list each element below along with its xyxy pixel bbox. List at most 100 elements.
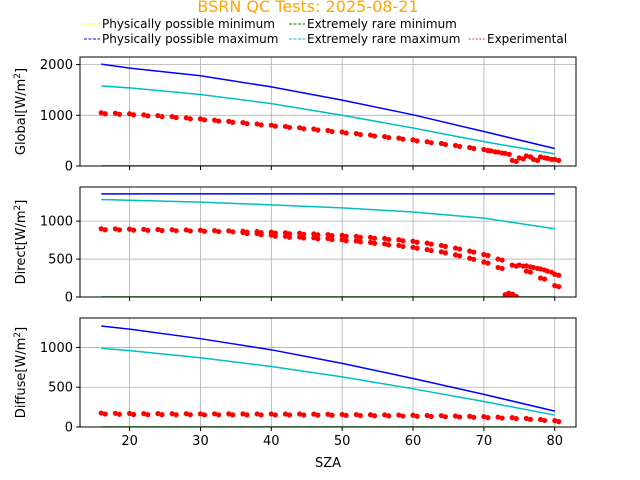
- global-point: [386, 134, 392, 141]
- global-point: [230, 119, 236, 125]
- diffuse-point: [197, 411, 204, 417]
- diffuse-point: [452, 413, 459, 419]
- global-point: [357, 131, 363, 138]
- direct-point: [169, 227, 175, 233]
- direct-point: [127, 226, 133, 232]
- direct-point: [424, 240, 430, 246]
- y-tick-label-diffuse-0: 0: [65, 421, 73, 436]
- diffuse-point: [311, 411, 317, 417]
- diffuse-point: [286, 412, 293, 418]
- global-point: [471, 145, 477, 152]
- global-point: [506, 151, 512, 157]
- y-tick-label-global-2000: 2000: [40, 58, 73, 73]
- direct-point: [527, 269, 534, 275]
- global-point: [410, 137, 416, 143]
- y-axis-label-diffuse: Diffuse[W/m2]: [13, 327, 29, 418]
- series-group-global: [98, 63, 562, 166]
- diffuse-point: [400, 413, 406, 419]
- diffuse-point: [357, 412, 363, 419]
- direct-point: [197, 227, 204, 233]
- direct-point: [230, 229, 236, 235]
- diffuse-point: [240, 411, 246, 417]
- global-point: [382, 133, 388, 140]
- series-group-direct: [98, 193, 562, 297]
- global-point: [240, 120, 246, 126]
- global-point: [371, 133, 378, 139]
- global-point: [159, 113, 165, 120]
- direct-point: [339, 232, 345, 238]
- direct-point: [353, 233, 359, 239]
- global-point: [201, 117, 208, 123]
- direct-point: [400, 243, 406, 250]
- diffuse-point: [131, 411, 137, 418]
- diffuse-point: [301, 412, 307, 418]
- global-point: [509, 157, 515, 164]
- diffuse-point: [343, 412, 349, 419]
- diffuse-point: [112, 410, 119, 416]
- global-point: [495, 149, 501, 155]
- direct-point: [414, 245, 420, 251]
- global-point: [112, 110, 119, 116]
- direct-point: [329, 232, 335, 239]
- global-point: [456, 143, 463, 150]
- global-point: [502, 150, 508, 156]
- direct-point: [254, 231, 260, 237]
- direct-point: [343, 233, 349, 239]
- direct-point: [495, 264, 501, 271]
- diffuse-point: [272, 412, 278, 418]
- direct-point: [183, 227, 189, 233]
- y-tick-label-direct-1000: 1000: [40, 215, 73, 230]
- global-point: [272, 123, 278, 129]
- global-point: [268, 122, 274, 128]
- direct-point: [244, 230, 250, 237]
- direct-point: [187, 228, 193, 234]
- x-tick-label-20: 20: [121, 434, 138, 449]
- diffuse-point: [471, 414, 477, 420]
- global-point: [329, 128, 335, 135]
- diffuse-point: [396, 412, 402, 418]
- direct-point: [452, 245, 459, 251]
- direct-point: [343, 238, 349, 244]
- direct-point: [481, 251, 487, 258]
- diffuse-point: [410, 412, 416, 418]
- direct-point: [556, 284, 562, 290]
- direct-point: [339, 237, 345, 243]
- diffuse-point: [523, 415, 530, 422]
- direct-point: [226, 228, 232, 234]
- global-point: [169, 113, 175, 120]
- diffuse-point: [102, 411, 108, 417]
- global-point: [452, 142, 459, 149]
- axes-frame-global: [79, 56, 577, 167]
- diffuse-point: [145, 412, 151, 418]
- x-tick-label-60: 60: [405, 434, 422, 449]
- diffuse-point: [509, 415, 515, 421]
- direct-point: [509, 292, 515, 297]
- global-point: [339, 129, 345, 135]
- global-point: [297, 125, 303, 131]
- direct-point: [414, 239, 420, 245]
- diffuse-point: [268, 411, 274, 417]
- direct-point: [258, 232, 264, 238]
- direct-point: [329, 236, 335, 243]
- diffuse-point: [282, 411, 289, 417]
- direct-point: [131, 227, 137, 233]
- direct-point: [410, 244, 416, 250]
- direct-point: [367, 234, 374, 240]
- diffuse-point: [527, 416, 534, 423]
- direct-point: [367, 239, 374, 245]
- x-axis-label: SZA: [315, 456, 341, 471]
- global-point: [556, 157, 562, 164]
- x-tick-label-40: 40: [263, 434, 280, 449]
- legend-label-extremely-rare-maximum: Extremely rare maximum: [307, 32, 460, 46]
- y-tick-label-global-0: 0: [65, 160, 73, 175]
- diffuse-series-physically-possible-maximum: [101, 325, 555, 412]
- diffuse-point: [116, 411, 123, 417]
- chart-title: BSRN QC Tests: 2025-08-21: [197, 0, 418, 16]
- direct-point: [485, 260, 491, 266]
- diffuse-point: [155, 411, 161, 417]
- legend-label-physically-possible-minimum: Physically possible minimum: [102, 17, 275, 31]
- panels: 010002000Global[W/m2]05001000Direct[W/m2…: [13, 56, 577, 449]
- diffuse-point: [329, 412, 335, 418]
- direct-point: [286, 231, 293, 237]
